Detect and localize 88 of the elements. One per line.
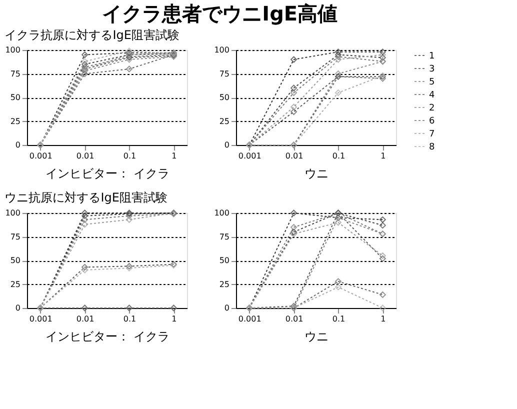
point [82,264,88,270]
legend-label: 6 [429,116,435,126]
point [290,90,298,96]
chart-title: イクラ患者でウニIgE高値 [102,2,338,26]
point [82,216,88,223]
point [379,255,386,262]
point [82,58,88,65]
point [334,70,342,77]
point [334,56,342,63]
x-axis-title: インヒビター： イクラ [46,330,170,344]
y-tick-label: 50 [10,93,20,102]
point [82,266,88,274]
y-tick-label: 25 [10,116,20,126]
point [126,262,132,270]
legend-label: 1 [429,52,435,62]
y-tick-label: 50 [219,256,230,265]
x-tick-label: 0.1 [332,314,346,324]
point [334,90,342,96]
point [334,284,342,290]
y-tick-label: 75 [219,232,230,242]
y-tick-label: 100 [5,208,20,218]
point [82,210,88,216]
point [290,104,298,110]
point [82,221,88,228]
point [379,54,386,61]
legend-label: 8 [429,142,435,152]
point [290,108,298,115]
x-tick-label: 1 [172,314,177,324]
x-tick-label: 0.01 [76,314,94,324]
point [82,70,88,77]
x-tick-label: 0.01 [76,152,94,160]
x-tick-label: 0.01 [285,152,304,160]
y-tick-label: 0 [15,140,20,150]
y-tick-label: 50 [10,256,20,265]
point [379,52,386,58]
chart-subtitle: イクラ抗原に対するIgE阻害試験 [4,28,180,42]
point [290,224,298,230]
point [82,61,88,68]
point [82,212,88,220]
y-tick-label: 50 [219,93,230,102]
y-tick-label: 100 [214,208,230,218]
point [290,84,298,92]
point [379,304,386,312]
y-tick-label: 0 [15,304,20,312]
point [126,216,132,223]
legend-label: 7 [429,130,435,140]
y-tick-label: 0 [224,140,230,150]
point [379,48,386,56]
y-tick-label: 75 [219,69,230,78]
chart-subtitle: ウニ抗原に対するIgE阻害試験 [4,190,168,204]
x-tick-label: 0.001 [29,314,52,324]
x-tick-label: 0.1 [123,314,136,324]
x-tick-label: 0.001 [238,314,262,324]
point [334,278,342,285]
point [82,52,88,58]
legend-label: 5 [429,78,435,88]
point [379,252,386,259]
point [334,52,342,58]
y-tick-label: 25 [219,116,230,126]
y-tick-label: 100 [214,46,230,54]
x-tick-label: 1 [380,152,386,160]
legend-label: 2 [429,104,435,114]
x-axis-title: ウニ [304,166,328,180]
x-tick-label: 0.1 [332,152,346,160]
y-tick-label: 75 [10,232,20,242]
point [379,291,386,298]
x-axis-title: ウニ [304,330,328,344]
y-tick-label: 0 [224,304,230,312]
point [290,56,298,63]
point [126,66,132,72]
x-tick-label: 0.001 [29,152,52,160]
x-tick-label: 1 [172,152,177,160]
x-tick-label: 0.01 [285,314,304,324]
point [290,210,298,216]
y-tick-label: 75 [10,69,20,78]
point [379,216,386,223]
y-tick-label: 100 [5,46,20,54]
x-tick-label: 0.001 [238,152,262,160]
point [379,222,386,229]
y-tick-label: 25 [219,280,230,289]
x-axis-title: インヒビター： イクラ [46,166,170,180]
x-tick-label: 0.1 [123,152,136,160]
y-tick-label: 25 [10,280,20,289]
point [334,219,342,226]
x-tick-label: 1 [380,314,386,324]
legend-label: 3 [429,64,435,74]
legend-label: 4 [429,90,435,100]
point [334,48,342,56]
